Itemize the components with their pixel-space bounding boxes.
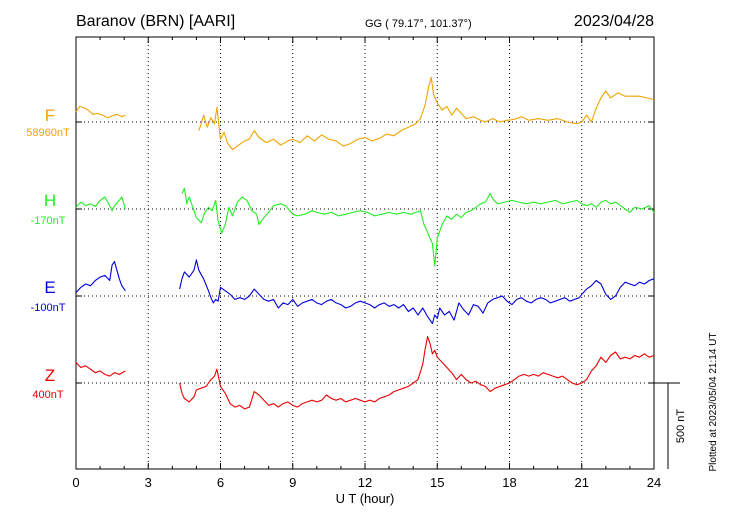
x-tick-label: 3 — [145, 475, 152, 490]
series-line-z — [75, 336, 655, 410]
grid — [147, 37, 583, 469]
series-name-h: H — [44, 191, 56, 210]
series-baseline-value-z: 400nT — [32, 389, 63, 401]
x-tick-label: 6 — [217, 475, 224, 490]
x-tick-label: 18 — [502, 475, 516, 490]
series-line-e — [75, 259, 655, 325]
date-label: 2023/04/28 — [574, 13, 654, 30]
series-name-f: F — [45, 106, 55, 125]
x-axis-label: U T (hour) — [336, 491, 395, 506]
series-line-f — [75, 76, 655, 151]
series-baseline-value-h: -170nT — [31, 215, 66, 227]
x-tick-label: 9 — [289, 475, 296, 490]
series-line-h — [75, 187, 655, 267]
series-baseline-value-f: 58960nT — [26, 127, 70, 139]
plotted-timestamp: Plotted at 2023/05/04 21:14 UT — [708, 333, 719, 472]
series-labels: F 58960nT H -170nT E -100nT Z 400nT — [26, 106, 70, 401]
x-tick-label: 0 — [72, 475, 79, 490]
x-tick-label: 21 — [575, 475, 589, 490]
scale-bar: 500 nT — [654, 382, 687, 469]
baselines — [76, 121, 654, 384]
station-title: Baranov (BRN) [AARI] — [76, 13, 235, 30]
x-axis: 0 3 6 9 12 15 18 21 24 — [72, 37, 661, 490]
x-tick-label: 15 — [430, 475, 444, 490]
scale-bar-label: 500 nT — [675, 409, 687, 444]
coordinates-label: GG ( 79.17°, 101.37°) — [365, 18, 472, 30]
x-tick-label: 24 — [647, 475, 661, 490]
series-baseline-value-e: -100nT — [31, 302, 66, 314]
x-tick-label: 12 — [358, 475, 372, 490]
series-group — [75, 76, 655, 410]
series-name-z: Z — [45, 366, 55, 385]
series-name-e: E — [44, 278, 55, 297]
